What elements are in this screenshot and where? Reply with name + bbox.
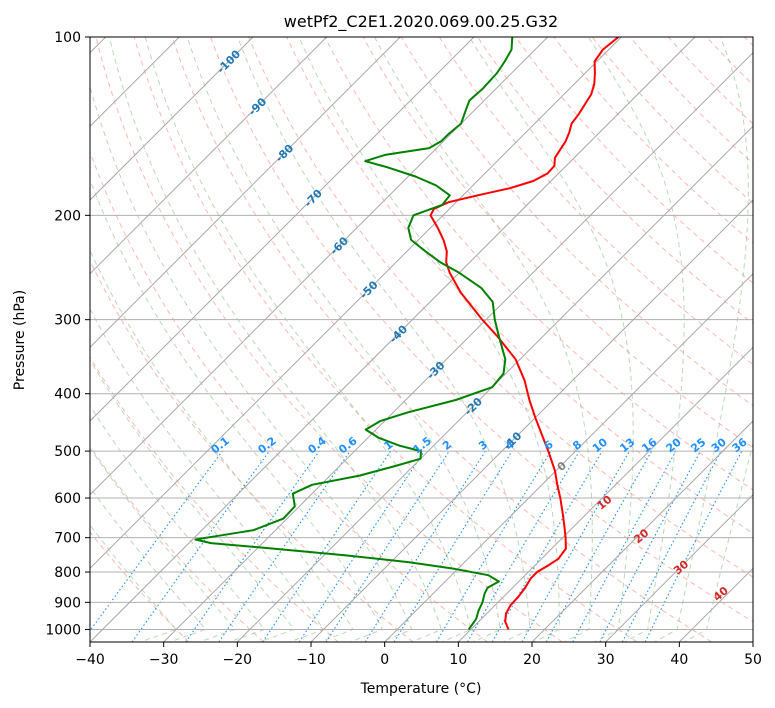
moist-adiabat-line [237,37,531,642]
dry-adiabat-line [324,37,753,491]
y-tick-label: 500 [54,444,81,460]
mixing-ratio-line [521,450,630,642]
x-tick-label: 0 [380,652,389,668]
x-tick-label: 30 [597,652,615,668]
mixing-ratio-line [325,450,450,642]
isotherm-line [457,346,753,642]
moist-adiabat-line [469,37,634,642]
moist-adiabat-line [144,37,472,642]
mixing-ratio-line [298,450,425,642]
dry-adiabat-line [90,356,339,642]
plot-frame [89,36,754,643]
dry-adiabat-line [90,531,190,642]
y-tick-label: 100 [54,30,81,46]
y-axis-label: Pressure (hPa) [12,290,28,390]
y-tick-label: 800 [54,565,81,581]
y-tick-label: 900 [54,595,81,611]
isotherm-line [90,37,622,570]
x-axis-label: Temperature (°C) [360,681,482,697]
moist-adiabat-line [186,37,501,642]
moist-adiabat-line [653,37,749,642]
isotherm-line [90,37,328,275]
mixing-ratio-line [131,450,270,642]
dry-adiabat-line [95,37,563,642]
isotherm-line [90,37,696,642]
moist-adiabat-line [108,37,443,642]
moist-adiabat-line [587,37,685,642]
chart-title: wetPf2_C2E1.2020.069.00.25.G32 [284,12,558,32]
mixing-ratio-line [218,450,351,642]
dry-adiabat-line [286,37,753,534]
moist-adiabat-line [90,178,384,642]
dry-adiabat-line [248,37,753,578]
dry-adiabat-line [210,37,753,623]
dry-adiabat-line [400,37,753,407]
mixing-ratio-line [393,450,513,642]
moist-adiabat-line [90,249,354,642]
x-tick-label: 40 [670,652,688,668]
isotherm-line [90,37,549,496]
isotherm-line [310,199,753,642]
isotherm-line [605,493,753,642]
y-tick-label: 1000 [45,622,81,638]
dry-adiabat-line [90,259,414,642]
y-tick-label: 700 [54,531,81,547]
isotherm-line [236,125,753,642]
y-tick-label: 200 [54,208,81,224]
mixing-ratio-line [644,450,743,642]
x-tick-label: 20 [523,652,541,668]
dewpoint-profile [194,37,514,630]
moist-adiabat-line [374,37,593,642]
x-tick-label: −30 [149,652,179,668]
x-tick-label: 10 [449,652,467,668]
y-tick-label: 600 [54,491,81,507]
dry-adiabat-line [133,37,638,642]
isotherm-line [384,272,753,642]
isotherm-line [531,420,753,642]
y-tick-label: 300 [54,313,81,329]
mixing-ratio-line [185,450,320,642]
isotherm-line [163,51,753,642]
isotherm-line [90,37,475,422]
y-tick-label: 400 [54,387,81,403]
moist-adiabat-line [90,84,413,642]
isotherm-line [90,37,401,349]
x-tick-label: −10 [296,652,326,668]
mixing-ratio-line [572,450,677,642]
moist-adiabat-line [90,358,295,642]
axis-ticks: −40 −30 −20 −10 0 10 20 30 40 50 100 200 300 400 500 60… [45,30,762,668]
mixing-ratio-line [545,450,653,642]
temperature-profile [429,37,620,630]
dry-adiabat-line [438,37,753,366]
isotherm-line [90,37,254,201]
mixing-ratio-line [90,450,223,632]
mixing-ratio-line [262,450,392,642]
moist-adiabat-line [298,37,560,642]
series-group [194,37,620,630]
x-tick-label: 50 [744,652,762,668]
moist-adiabat-line [683,441,753,642]
x-tick-label: −20 [223,652,253,668]
x-tick-label: −40 [75,652,105,668]
moist-adiabat-line [90,308,325,642]
